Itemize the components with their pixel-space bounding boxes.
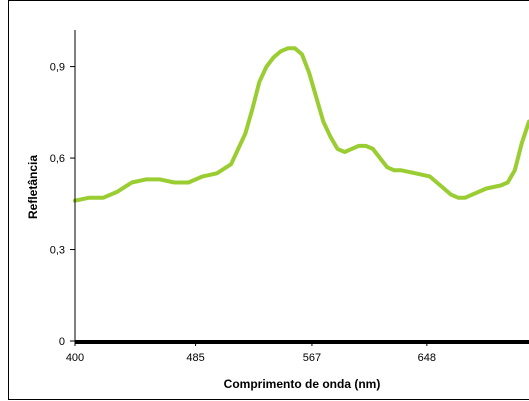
reflectance-point: [201, 174, 205, 178]
reflectance-point: [172, 180, 176, 185]
reflectance-point: [499, 183, 503, 188]
reflectance-point: [506, 180, 510, 185]
reflectance-point: [328, 135, 332, 139]
reflectance-point: [343, 150, 347, 154]
reflectance-point: [158, 177, 162, 181]
reflectance-point: [300, 52, 304, 57]
reflectance-point: [293, 46, 297, 50]
y-axis: 0 0,3 0,6 0,9: [50, 30, 76, 348]
reflectance-point: [264, 65, 269, 69]
x-tick-label: 567: [303, 352, 321, 364]
reflectance-point: [385, 165, 389, 169]
reflectance-point: [449, 193, 453, 197]
reflectance-point: [350, 147, 354, 151]
reflectance-point: [229, 162, 233, 166]
reflectance-point: [257, 80, 261, 84]
y-tick-label: 0,3: [50, 245, 65, 257]
reflectance-point: [101, 196, 105, 200]
reflectance-point: [357, 144, 361, 148]
x-tick-label: 400: [66, 352, 84, 364]
reflectance-point: [307, 71, 311, 75]
x-axis-title: Comprimento de onda (nm): [224, 377, 381, 391]
reflectance-point: [463, 196, 467, 200]
reflectance-point: [470, 193, 474, 197]
reflectance-series-line: [73, 46, 529, 203]
reflectance-point: [130, 180, 134, 185]
reflectance-point: [335, 147, 340, 151]
reflectance-point: [392, 168, 396, 172]
reflectance-point: [116, 190, 120, 194]
y-tick-label: 0,9: [50, 62, 65, 74]
reflectance-point: [215, 171, 219, 175]
reflectance-point: [456, 196, 460, 200]
reflectance-point: [236, 147, 240, 151]
reflectance-point: [428, 174, 432, 178]
plot-area: [73, 46, 529, 203]
reflectance-point: [484, 186, 488, 191]
reflectance-point: [371, 147, 375, 151]
reflectance-point: [442, 186, 446, 191]
reflectance-point: [243, 132, 247, 136]
reflectance-point: [399, 168, 403, 172]
reflectance-point: [321, 119, 325, 124]
reflectance-point: [413, 171, 418, 175]
reflectance-point: [144, 177, 148, 181]
reflectance-point: [378, 156, 382, 160]
reflectance-point: [250, 107, 254, 111]
reflectance-point: [520, 141, 524, 145]
reflectance-point: [272, 55, 276, 60]
x-tick-label: 485: [186, 352, 204, 364]
y-tick-label: 0: [59, 336, 65, 348]
x-axis: 400 485 567 648: [66, 340, 529, 364]
y-tick-label: 0,6: [50, 153, 65, 165]
reflectance-point: [286, 46, 290, 50]
y-axis-title: Refletância: [26, 155, 40, 219]
x-tick-label: 648: [418, 352, 436, 364]
chart-frame: [8, 0, 529, 400]
reflectance-point: [186, 180, 191, 185]
reflectance-point: [314, 95, 318, 99]
reflectance-point: [513, 168, 517, 172]
reflectance-point: [364, 144, 368, 148]
reflectance-point: [87, 196, 91, 200]
reflectance-point: [279, 49, 283, 53]
